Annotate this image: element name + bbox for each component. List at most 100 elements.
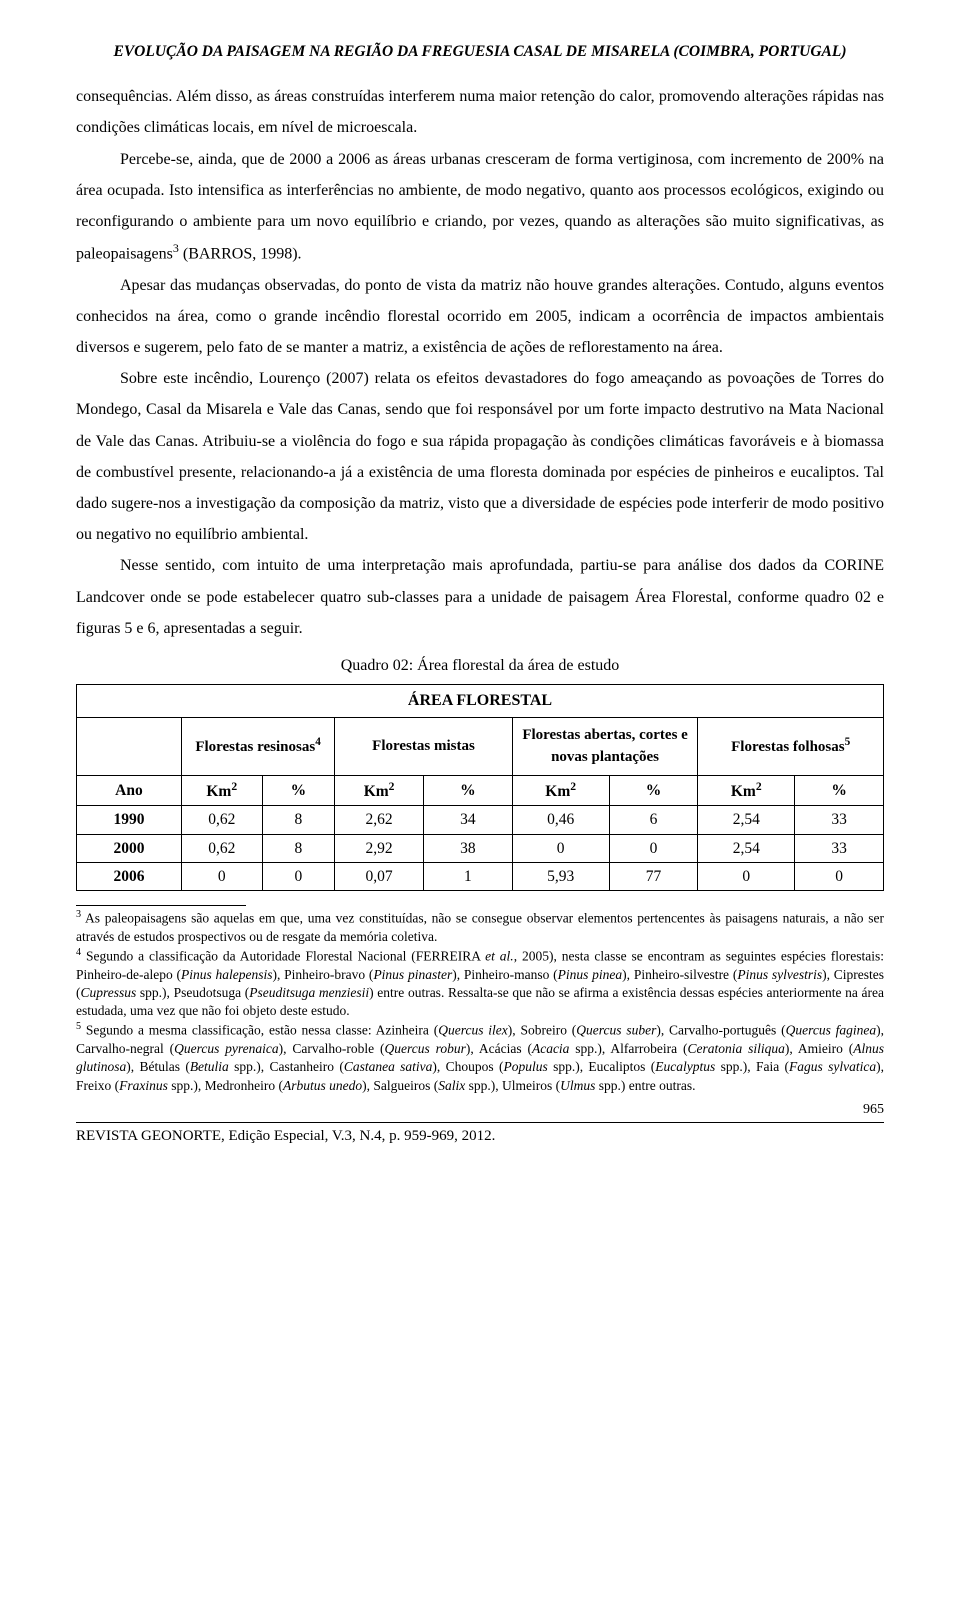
km2-3-t: Km: [545, 783, 570, 800]
cell: 8: [262, 806, 335, 834]
table-caption: Quadro 02: Área florestal da área de est…: [76, 654, 884, 678]
cell: 77: [609, 862, 698, 890]
col-km2-1: Km2: [181, 775, 262, 805]
fn4g: ), Pinheiro-manso (: [452, 967, 557, 982]
cell: 2,92: [335, 834, 424, 862]
col-km2-4: Km2: [698, 775, 795, 805]
fn5y: spp.), Faia (: [715, 1059, 789, 1074]
fn5m: spp.), Alfarrobeira (: [569, 1041, 687, 1056]
forest-data-table: Ano Km2 % Km2 % Km2 % Km2 % 1990 0,62 8 …: [76, 775, 884, 891]
footnote-3: 3 As paleopaisagens são aquelas em que, …: [76, 908, 884, 946]
fn4l: Cupressus: [81, 985, 137, 1000]
col-pct-3: %: [609, 775, 698, 805]
cell-ano: 2000: [77, 834, 182, 862]
table-row: 2000 0,62 8 2,92 38 0 0 2,54 33: [77, 834, 884, 862]
table-row: 2006 0 0 0,07 1 5,93 77 0 0: [77, 862, 884, 890]
cell: 2,54: [698, 806, 795, 834]
footnote-4: 4 Segundo a classificação da Autoridade …: [76, 946, 884, 1020]
fn5w: spp.), Eucaliptos (: [548, 1059, 656, 1074]
p2-tail: (BARROS, 1998).: [179, 246, 302, 263]
fn5ae: ), Salgueiros (: [362, 1078, 438, 1093]
cell: 2,62: [335, 806, 424, 834]
cell: 0: [262, 862, 335, 890]
footer-rule: [76, 1122, 884, 1123]
fn5k: ), Acácias (: [466, 1041, 532, 1056]
cell: 0,46: [512, 806, 609, 834]
sh4-text: Florestas folhosas: [731, 739, 844, 755]
fn5ag: spp.), Ulmeiros (: [465, 1078, 560, 1093]
km2-1-t: Km: [206, 783, 231, 800]
page-header-title: EVOLUÇÃO DA PAISAGEM NA REGIÃO DA FREGUE…: [76, 40, 884, 63]
subhead-empty: [77, 717, 182, 775]
fn5ai: spp.) entre outras.: [595, 1078, 695, 1093]
fn5n: Ceratonia siliqua: [688, 1041, 785, 1056]
body-paragraph-1: consequências. Além disso, as áreas cons…: [76, 81, 884, 143]
fn5r: Betulia: [190, 1059, 229, 1074]
cell: 0,62: [181, 806, 262, 834]
body-paragraph-4: Sobre este incêndio, Lourenço (2007) rel…: [76, 363, 884, 550]
footnote-5: 5 Segundo a mesma classificação, estão n…: [76, 1020, 884, 1094]
fn4a: Segundo a classificação da Autoridade Fl…: [81, 949, 485, 964]
col-km2-2: Km2: [335, 775, 424, 805]
fn4i: ), Pinheiro-silvestre (: [622, 967, 737, 982]
col-pct-1: %: [262, 775, 335, 805]
fn4j: Pinus sylvestris: [737, 967, 822, 982]
footnotes-block: 3 As paleopaisagens são aquelas em que, …: [76, 905, 884, 1095]
subhead-abertas: Florestas abertas, cortes e novas planta…: [512, 717, 698, 775]
forest-table: ÁREA FLORESTAL Florestas resinosas4 Flor…: [76, 684, 884, 776]
cell: 33: [795, 834, 884, 862]
fn4n: Pseuditsuga menziesii: [249, 985, 369, 1000]
body-paragraph-2: Percebe-se, ainda, que de 2000 a 2006 as…: [76, 144, 884, 270]
fn5ah: Ulmus: [560, 1078, 595, 1093]
col-pct-4: %: [795, 775, 884, 805]
subhead-mistas: Florestas mistas: [335, 717, 513, 775]
cell: 0: [181, 862, 262, 890]
fn5i: ), Carvalho-roble (: [279, 1041, 385, 1056]
fn4b: et al.: [485, 949, 514, 964]
sh1-text: Florestas resinosas: [195, 739, 315, 755]
cell: 38: [423, 834, 512, 862]
fn5ad: Arbutus unedo: [283, 1078, 362, 1093]
fn3a: As paleopaisagens são aquelas em que, um…: [76, 911, 884, 944]
col-km2-3: Km2: [512, 775, 609, 805]
fn5a: Segundo a mesma classificação, estão nes…: [81, 1023, 438, 1038]
fn5h: Quercus pyrenaica: [174, 1041, 279, 1056]
fn5d: Quercus suber: [576, 1023, 656, 1038]
cell: 0,07: [335, 862, 424, 890]
fn5t: Castanea sativa: [344, 1059, 433, 1074]
body-paragraph-5: Nesse sentido, com intuito de uma interp…: [76, 550, 884, 644]
fn5x: Eucalyptus: [655, 1059, 715, 1074]
fn5e: ), Carvalho-português (: [656, 1023, 785, 1038]
fn5u: ), Choupos (: [432, 1059, 503, 1074]
fn4h: Pinus pinea: [558, 967, 623, 982]
km2-2-s: 2: [389, 780, 395, 793]
fn5b: Quercus ilex: [438, 1023, 508, 1038]
subhead-folhosas: Florestas folhosas5: [698, 717, 884, 775]
fn4e: ), Pinheiro-bravo (: [273, 967, 374, 982]
fn5f: Quercus faginea: [786, 1023, 877, 1038]
table-title: ÁREA FLORESTAL: [77, 685, 883, 717]
cell: 34: [423, 806, 512, 834]
col-pct-2: %: [423, 775, 512, 805]
cell: 2,54: [698, 834, 795, 862]
footnote-separator: [76, 905, 246, 906]
fn5s: spp.), Castanheiro (: [229, 1059, 344, 1074]
fn5l: Acacia: [532, 1041, 569, 1056]
cell: 0: [795, 862, 884, 890]
cell: 0: [698, 862, 795, 890]
fn5c: ), Sobreiro (: [508, 1023, 577, 1038]
sh1-sup: 4: [315, 736, 321, 748]
body-paragraph-3: Apesar das mudanças observadas, do ponto…: [76, 270, 884, 364]
fn4f: Pinus pinaster: [373, 967, 452, 982]
fn5o: ), Amieiro (: [785, 1041, 853, 1056]
fn5ab: Fraxinus: [119, 1078, 168, 1093]
km2-1-s: 2: [231, 780, 237, 793]
cell-ano: 2006: [77, 862, 182, 890]
fn5v: Populus: [503, 1059, 547, 1074]
col-ano: Ano: [77, 775, 182, 805]
km2-4-t: Km: [731, 783, 756, 800]
cell: 6: [609, 806, 698, 834]
page-number: 965: [76, 1099, 884, 1120]
cell: 33: [795, 806, 884, 834]
cell-ano: 1990: [77, 806, 182, 834]
